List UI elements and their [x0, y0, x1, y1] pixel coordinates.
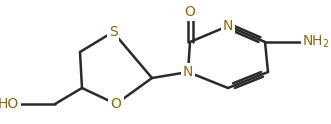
Text: N: N	[183, 65, 193, 79]
Text: O: O	[111, 97, 121, 111]
Text: HO: HO	[0, 97, 19, 111]
Text: O: O	[185, 5, 195, 19]
Text: NH$_2$: NH$_2$	[302, 34, 330, 50]
Text: S: S	[109, 25, 118, 39]
Text: N: N	[223, 19, 233, 33]
